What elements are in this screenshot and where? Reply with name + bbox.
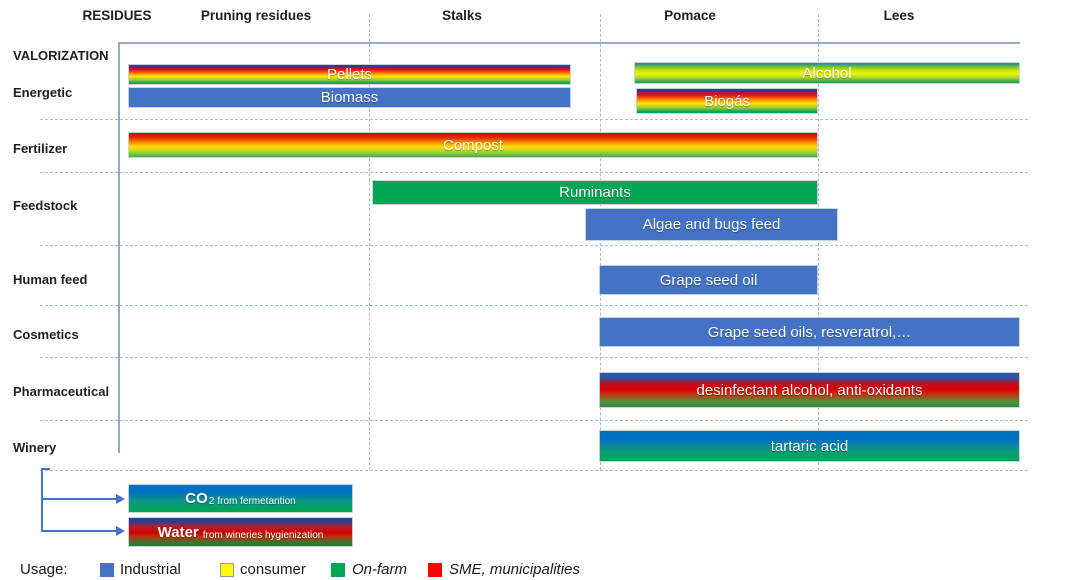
legend-swatch-industrial — [100, 563, 114, 577]
legend-title: Usage: — [20, 561, 68, 578]
bar-grape-seed-oil: Grape seed oil — [599, 265, 818, 295]
co2-formula-subscript: 2 — [208, 496, 215, 507]
arrow-to-co2-head-icon — [116, 494, 125, 504]
bar-biomass: Biomass — [128, 87, 571, 108]
legend-label-sme-municipalities: SME, municipalities — [449, 561, 580, 578]
bar-tartaric-acid: tartaric acid — [599, 430, 1020, 462]
row-divider-1 — [40, 119, 1028, 120]
arrow-to-water-line — [42, 530, 117, 532]
legend-swatch-on-farm — [331, 563, 345, 577]
water-note: from wineries hygienization — [202, 529, 324, 541]
row-divider-6 — [40, 420, 1028, 421]
legend-label-industrial: Industrial — [120, 561, 181, 578]
column-header-pomace: Pomace — [664, 8, 716, 23]
row-label-fertilizer: Fertilizer — [13, 141, 68, 156]
column-header-stalks: Stalks — [442, 8, 482, 23]
winery-connector-cap — [41, 468, 50, 470]
frame-left-axis-line — [118, 42, 120, 453]
bar-biogas: Biogás — [636, 88, 818, 114]
bar-pellets: Pellets — [128, 64, 571, 85]
row-label-human-feed: Human feed — [13, 272, 88, 287]
co2-formula: CO — [185, 490, 208, 507]
co2-note: from fermetantion — [217, 496, 296, 507]
arrow-to-water-head-icon — [116, 526, 125, 536]
frame-top-line — [118, 42, 1020, 44]
bar-grape-seed-oils-resveratrol: Grape seed oils, resveratrol,… — [599, 317, 1020, 347]
residues-axis-label: RESIDUES — [82, 8, 152, 23]
row-divider-3 — [40, 245, 1028, 246]
column-divider-2 — [600, 14, 601, 470]
water-title: Water — [157, 523, 199, 541]
bar-co2-from-fermentation: CO 2 from fermetantion — [128, 484, 353, 513]
row-label-winery: Winery — [13, 440, 57, 455]
column-divider-3 — [818, 14, 819, 470]
bar-desinfectant-alcohol-antioxidants: desinfectant alcohol, anti-oxidants — [599, 372, 1020, 408]
row-divider-7 — [40, 470, 1028, 471]
row-divider-4 — [40, 305, 1028, 306]
column-divider-1 — [369, 14, 370, 470]
legend-swatch-consumer — [220, 563, 234, 577]
valorization-axis-label: VALORIZATION — [13, 48, 109, 63]
column-header-lees: Lees — [883, 8, 915, 23]
column-header-pruning-residues: Pruning residues — [200, 8, 312, 23]
winery-connector-line — [41, 468, 43, 532]
arrow-to-co2-line — [42, 498, 117, 500]
row-divider-5 — [40, 357, 1028, 358]
row-label-pharmaceutical: Pharmaceutical — [13, 384, 110, 399]
bar-algae-and-bugs-feed: Algae and bugs feed — [585, 208, 838, 241]
row-label-cosmetics: Cosmetics — [13, 327, 79, 342]
bar-ruminants: Ruminants — [372, 180, 818, 205]
legend-label-on-farm: On-farm — [352, 561, 408, 578]
bar-compost: Compost — [128, 132, 818, 158]
row-label-feedstock: Feedstock — [13, 198, 78, 213]
legend-label-consumer: consumer — [240, 561, 306, 578]
row-divider-2 — [40, 172, 1028, 173]
legend-swatch-sme-municipalities — [428, 563, 442, 577]
bar-water-from-wineries-hygienization: Water from wineries hygienization — [128, 517, 353, 547]
row-label-energetic: Energetic — [13, 85, 73, 100]
bar-alcohol: Alcohol — [634, 62, 1020, 84]
